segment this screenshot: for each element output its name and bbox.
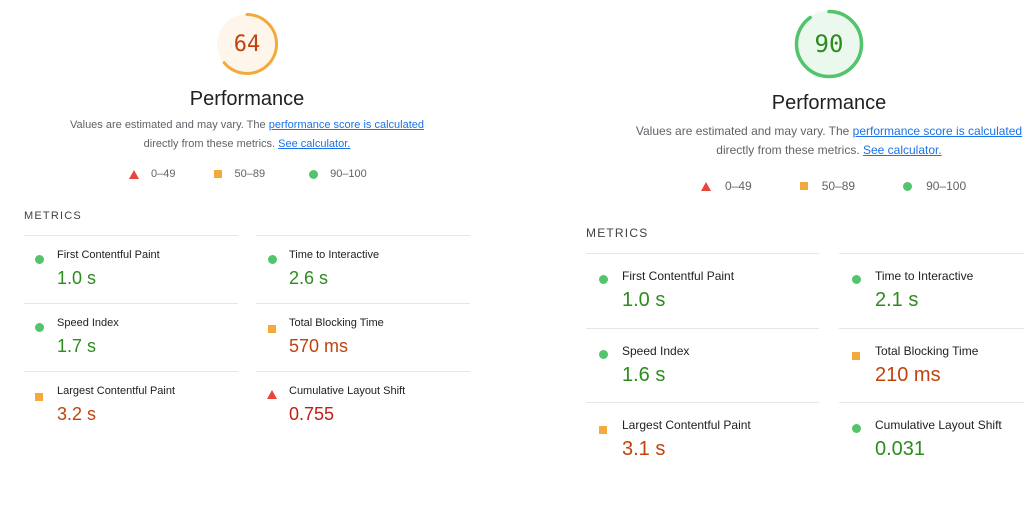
legend-item-pass: 90–100 <box>903 179 966 193</box>
pass-indicator-icon <box>599 271 608 289</box>
fail-indicator-icon <box>267 386 277 404</box>
metric-speed-index: Speed Index 1.7 s <box>24 303 238 371</box>
metric-value: 1.6 s <box>622 364 666 386</box>
metric-time-to-interactive: Time to Interactive 2.1 s <box>839 253 1024 328</box>
triangle-icon <box>129 169 139 179</box>
metric-value: 2.1 s <box>875 289 919 311</box>
metric-cumulative-layout-shift: Cumulative Layout Shift 0.755 <box>256 371 470 439</box>
metric-speed-index: Speed Index 1.6 s <box>586 328 819 402</box>
metric-label: Largest Contentful Paint <box>57 385 176 397</box>
pass-indicator-icon <box>35 319 44 337</box>
score-ring <box>216 13 278 75</box>
description-text-2: directly from these metrics. <box>143 138 279 150</box>
metric-total-blocking-time: Total Blocking Time 210 ms <box>839 328 1024 402</box>
legend-item-pass: 90–100 <box>309 168 367 180</box>
description-text: Values are estimated and may vary. The <box>69 119 269 131</box>
see-calculator-link[interactable]: See calculator. <box>278 138 351 150</box>
legend-item-fail: 0–49 <box>701 179 752 193</box>
metric-value: 3.2 s <box>57 404 97 424</box>
legend-item-average: 50–89 <box>799 179 856 193</box>
performance-report-left: 64 Performance Values are estimated and … <box>0 0 490 509</box>
metric-label: First Contentful Paint <box>57 249 160 261</box>
performance-title: Performance <box>189 88 305 110</box>
performance-score-value: 90 <box>814 30 844 58</box>
legend-label-pass: 90–100 <box>926 179 967 193</box>
performance-report-right: 90 Performance Values are estimated and … <box>560 0 1024 509</box>
performance-score-link[interactable]: performance score is calculated <box>268 119 424 131</box>
metric-value: 2.6 s <box>289 268 329 288</box>
score-ring <box>794 9 864 79</box>
description-text: Values are estimated and may vary. The <box>635 124 853 138</box>
metric-first-contentful-paint: First Contentful Paint 1.0 s <box>586 253 819 328</box>
legend-label-pass: 90–100 <box>330 168 367 180</box>
metric-cumulative-layout-shift: Cumulative Layout Shift 0.031 <box>839 402 1024 476</box>
legend-label-average: 50–89 <box>234 168 266 180</box>
performance-title: Performance <box>771 92 887 114</box>
legend-label-average: 50–89 <box>821 179 856 193</box>
performance-score-gauge: 90 <box>794 9 864 79</box>
average-indicator-icon <box>35 388 43 406</box>
metric-label: Cumulative Layout Shift <box>289 385 406 397</box>
metrics-header: METRICS <box>24 210 82 222</box>
metric-largest-contentful-paint: Largest Contentful Paint 3.2 s <box>24 371 238 439</box>
pass-indicator-icon <box>852 271 861 289</box>
circle-icon <box>903 181 913 191</box>
score-description: Values are estimated and may vary. The p… <box>560 122 1024 160</box>
average-indicator-icon <box>599 421 607 439</box>
square-icon <box>214 170 223 178</box>
pass-indicator-icon <box>852 420 861 438</box>
metric-value: 1.0 s <box>622 289 666 311</box>
score-legend: 0–49 50–89 90–100 <box>129 168 367 180</box>
metric-label: First Contentful Paint <box>622 269 735 283</box>
legend-item-fail: 0–49 <box>129 168 175 180</box>
triangle-icon <box>701 181 711 191</box>
legend-item-average: 50–89 <box>214 168 265 180</box>
metrics-header: METRICS <box>586 226 649 240</box>
legend-label-fail: 0–49 <box>151 168 176 180</box>
metric-first-contentful-paint: First Contentful Paint 1.0 s <box>24 235 238 303</box>
performance-score-link[interactable]: performance score is calculated <box>852 124 1023 138</box>
circle-icon <box>309 169 319 179</box>
score-legend: 0–49 50–89 90–100 <box>701 179 966 193</box>
square-icon <box>799 182 808 190</box>
metric-value: 3.1 s <box>622 438 666 460</box>
metric-value: 570 ms <box>289 336 349 356</box>
average-indicator-icon <box>852 347 860 365</box>
metric-label: Total Blocking Time <box>289 317 384 329</box>
metric-time-to-interactive: Time to Interactive 2.6 s <box>256 235 470 303</box>
metric-label: Total Blocking Time <box>875 344 979 358</box>
metric-label: Speed Index <box>622 344 690 358</box>
performance-score-gauge: 64 <box>215 12 279 76</box>
metric-value: 0.031 <box>875 438 926 460</box>
metric-label: Time to Interactive <box>289 249 380 261</box>
score-description: Values are estimated and may vary. The p… <box>0 116 494 154</box>
description-text-2: directly from these metrics. <box>716 143 863 157</box>
pass-indicator-icon <box>599 346 608 364</box>
pass-indicator-icon <box>268 251 277 269</box>
metric-label: Cumulative Layout Shift <box>875 418 1002 432</box>
average-indicator-icon <box>268 320 276 338</box>
metric-largest-contentful-paint: Largest Contentful Paint 3.1 s <box>586 402 819 476</box>
pass-indicator-icon <box>35 251 44 269</box>
metric-value: 0.755 <box>289 404 335 424</box>
metric-value: 210 ms <box>875 364 941 386</box>
metric-label: Largest Contentful Paint <box>622 418 751 432</box>
metric-label: Time to Interactive <box>875 269 974 283</box>
legend-label-fail: 0–49 <box>725 179 752 193</box>
performance-score-value: 64 <box>233 31 261 57</box>
metric-total-blocking-time: Total Blocking Time 570 ms <box>256 303 470 371</box>
metric-value: 1.7 s <box>57 336 97 356</box>
metric-value: 1.0 s <box>57 268 97 288</box>
metric-label: Speed Index <box>57 317 119 329</box>
see-calculator-link[interactable]: See calculator. <box>862 143 942 157</box>
